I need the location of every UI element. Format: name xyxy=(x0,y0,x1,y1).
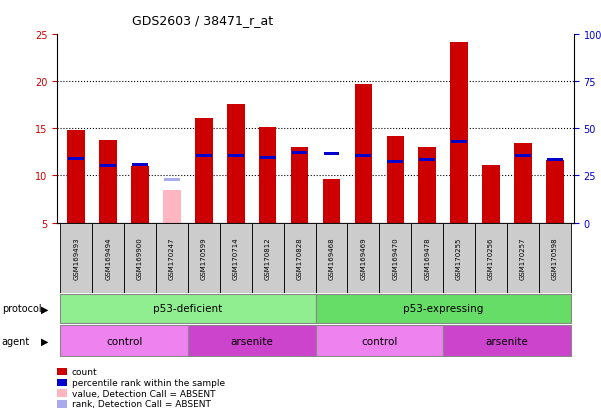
Text: GSM170598: GSM170598 xyxy=(552,237,558,279)
FancyBboxPatch shape xyxy=(220,223,252,293)
Bar xyxy=(514,143,532,223)
Bar xyxy=(355,154,371,157)
FancyBboxPatch shape xyxy=(507,223,539,293)
FancyBboxPatch shape xyxy=(316,325,443,356)
Bar xyxy=(482,166,500,223)
Text: value, Detection Call = ABSENT: value, Detection Call = ABSENT xyxy=(72,389,215,398)
Text: GSM169468: GSM169468 xyxy=(329,237,335,279)
Text: control: control xyxy=(106,336,142,346)
Text: GSM169470: GSM169470 xyxy=(392,237,398,279)
Bar xyxy=(131,166,149,223)
FancyBboxPatch shape xyxy=(188,325,316,356)
Bar xyxy=(386,137,404,223)
Bar xyxy=(515,154,531,157)
Text: GSM170714: GSM170714 xyxy=(233,237,239,279)
Bar xyxy=(196,154,212,157)
FancyBboxPatch shape xyxy=(156,223,188,293)
Bar xyxy=(100,164,116,168)
Bar xyxy=(228,154,243,157)
Text: p53-expressing: p53-expressing xyxy=(403,304,483,314)
Text: control: control xyxy=(361,336,397,346)
Text: GSM169900: GSM169900 xyxy=(137,237,143,280)
Text: ▶: ▶ xyxy=(41,336,48,346)
FancyBboxPatch shape xyxy=(60,325,188,356)
Bar xyxy=(163,190,181,223)
Text: GSM170828: GSM170828 xyxy=(296,237,302,279)
FancyBboxPatch shape xyxy=(60,294,316,324)
Text: GSM170255: GSM170255 xyxy=(456,237,462,279)
Text: GSM170812: GSM170812 xyxy=(264,237,270,279)
Bar xyxy=(451,141,467,144)
Bar xyxy=(355,85,372,223)
Text: protocol: protocol xyxy=(2,304,41,314)
Text: GSM169478: GSM169478 xyxy=(424,237,430,279)
FancyBboxPatch shape xyxy=(539,223,571,293)
Bar xyxy=(450,43,468,223)
FancyBboxPatch shape xyxy=(92,223,124,293)
Text: arsenite: arsenite xyxy=(230,336,273,346)
Text: GSM169469: GSM169469 xyxy=(361,237,367,279)
Bar xyxy=(260,157,276,160)
Text: arsenite: arsenite xyxy=(486,336,528,346)
Text: GSM170599: GSM170599 xyxy=(201,237,207,279)
FancyBboxPatch shape xyxy=(411,223,443,293)
Bar xyxy=(99,140,117,223)
Bar xyxy=(67,131,85,223)
FancyBboxPatch shape xyxy=(475,223,507,293)
FancyBboxPatch shape xyxy=(284,223,316,293)
Bar xyxy=(419,159,435,162)
Bar xyxy=(388,161,403,164)
FancyBboxPatch shape xyxy=(124,223,156,293)
Text: GSM170247: GSM170247 xyxy=(169,237,175,279)
FancyBboxPatch shape xyxy=(443,223,475,293)
FancyBboxPatch shape xyxy=(316,294,571,324)
Bar xyxy=(291,148,308,223)
Text: rank, Detection Call = ABSENT: rank, Detection Call = ABSENT xyxy=(72,399,210,408)
Text: GSM170256: GSM170256 xyxy=(488,237,494,279)
Bar xyxy=(323,152,340,155)
FancyBboxPatch shape xyxy=(379,223,411,293)
Bar xyxy=(418,148,436,223)
Text: ▶: ▶ xyxy=(41,304,48,314)
Text: GSM169493: GSM169493 xyxy=(73,237,79,279)
Bar xyxy=(291,152,308,154)
Bar xyxy=(259,128,276,223)
Text: count: count xyxy=(72,367,97,376)
Bar xyxy=(195,119,213,223)
Bar xyxy=(227,104,245,223)
Bar xyxy=(164,179,180,182)
FancyBboxPatch shape xyxy=(347,223,379,293)
Bar xyxy=(323,180,340,223)
FancyBboxPatch shape xyxy=(443,325,571,356)
FancyBboxPatch shape xyxy=(252,223,284,293)
Text: GDS2603 / 38471_r_at: GDS2603 / 38471_r_at xyxy=(132,14,273,27)
FancyBboxPatch shape xyxy=(316,223,347,293)
FancyBboxPatch shape xyxy=(60,223,92,293)
Bar xyxy=(546,161,564,223)
Text: percentile rank within the sample: percentile rank within the sample xyxy=(72,378,225,387)
Text: GSM170257: GSM170257 xyxy=(520,237,526,279)
Text: agent: agent xyxy=(2,336,30,346)
Bar xyxy=(547,159,563,162)
Bar xyxy=(132,164,148,166)
FancyBboxPatch shape xyxy=(188,223,220,293)
Bar xyxy=(69,158,84,161)
Text: p53-deficient: p53-deficient xyxy=(153,304,222,314)
Text: GSM169494: GSM169494 xyxy=(105,237,111,279)
